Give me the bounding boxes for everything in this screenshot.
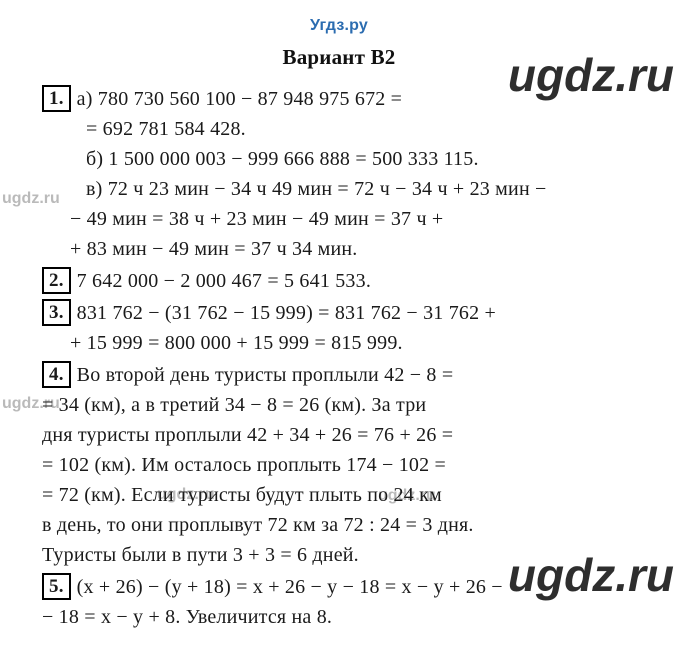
problem-number-box: 5. bbox=[42, 573, 71, 601]
problem-4: 4. Во второй день туристы проплыли 42 − 8… bbox=[42, 360, 636, 570]
p4-line7: Туристы были в пути 3 + 3 = 6 дней. bbox=[42, 540, 636, 570]
p5-line1: (x + 26) − (y + 18) = x + 26 − y − 18 = … bbox=[77, 576, 503, 598]
p3-line2: + 15 999 = 800 000 + 15 999 = 815 999. bbox=[42, 328, 636, 358]
header-link: Угдз.ру bbox=[42, 14, 636, 38]
p1-c-line1: в) 72 ч 23 мин − 34 ч 49 мин = 72 ч − 34… bbox=[42, 174, 636, 204]
p3-line1: 831 762 − (31 762 − 15 999) = 831 762 − … bbox=[77, 302, 496, 324]
problem-number-box: 4. bbox=[42, 361, 71, 389]
p1-c-line2: − 49 мин = 38 ч + 23 мин − 49 мин = 37 ч… bbox=[42, 204, 636, 234]
p1-a-line1: а) 780 730 560 100 − 87 948 975 672 = bbox=[77, 88, 403, 110]
p1-c-line3: + 83 мин − 49 мин = 37 ч 34 мин. bbox=[42, 234, 636, 264]
p4-line2: = 34 (км), а в третий 34 − 8 = 26 (км). … bbox=[42, 390, 636, 420]
problem-5: 5. (x + 26) − (y + 18) = x + 26 − y − 18 … bbox=[42, 572, 636, 632]
p1-a-line2: = 692 781 584 428. bbox=[42, 114, 636, 144]
p4-line6: в день, то они проплывут 72 км за 72 : 2… bbox=[42, 510, 636, 540]
p4-line3: дня туристы проплыли 42 + 34 + 26 = 76 +… bbox=[42, 420, 636, 450]
p4-line1: Во второй день туристы проплыли 42 − 8 = bbox=[77, 364, 454, 386]
p2-line: 7 642 000 − 2 000 467 = 5 641 533. bbox=[77, 270, 371, 292]
problem-number-box: 1. bbox=[42, 85, 71, 113]
p4-line4: = 102 (км). Им осталось проплыть 174 − 1… bbox=[42, 450, 636, 480]
page: Угдз.ру Вариант В2 1. а) 780 730 560 100 … bbox=[0, 0, 680, 648]
problem-number-box: 2. bbox=[42, 267, 71, 295]
p1-b-line: б) 1 500 000 003 − 999 666 888 = 500 333… bbox=[42, 144, 636, 174]
p4-line5: = 72 (км). Если туристы будут плыть по 2… bbox=[42, 480, 636, 510]
p5-line2: − 18 = x − y + 8. Увеличится на 8. bbox=[42, 602, 636, 632]
problem-number-box: 3. bbox=[42, 299, 71, 327]
problem-1: 1.а) 780 730 560 100 − 87 948 975 672 = … bbox=[42, 84, 636, 264]
problem-3: 3. 831 762 − (31 762 − 15 999) = 831 762 … bbox=[42, 298, 636, 358]
page-title: Вариант В2 bbox=[42, 42, 636, 74]
problem-2: 2. 7 642 000 − 2 000 467 = 5 641 533. bbox=[42, 266, 636, 296]
